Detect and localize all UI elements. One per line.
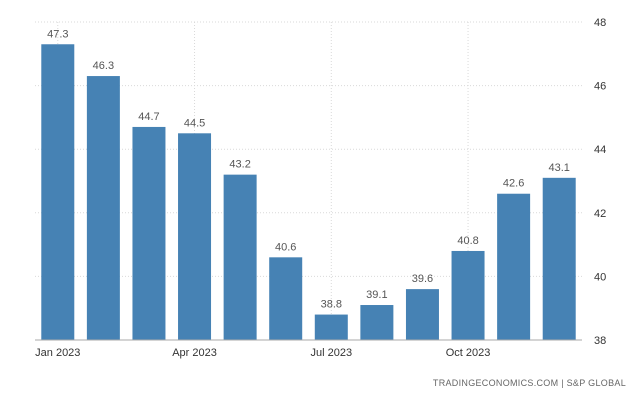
- source-credit: TRADINGECONOMICS.COM | S&P GLOBAL: [433, 378, 626, 388]
- y-tick-label: 38: [594, 335, 606, 347]
- y-tick-label: 46: [594, 81, 606, 93]
- data-label: 42.6: [503, 178, 524, 190]
- data-label: 44.7: [138, 111, 159, 123]
- bar-nov-2023: [497, 193, 531, 340]
- bar-mar-2023: [132, 126, 166, 340]
- data-labels: 47.3 46.3 44.7 44.5 43.2 40.6 38.8 39.1 39.6 40.8…: [47, 28, 570, 310]
- data-label: 43.2: [229, 159, 250, 171]
- data-label: 39.1: [366, 289, 387, 301]
- bar-jun-2023: [269, 257, 303, 340]
- data-label: 38.8: [321, 299, 342, 311]
- data-label: 46.3: [93, 60, 114, 72]
- y-tick-label: 48: [594, 17, 606, 29]
- axes: 38 40 42 44 46 48 Jan 2023 Apr 2023 Jul 2023 Oct …: [35, 17, 606, 359]
- data-label: 47.3: [47, 28, 68, 40]
- bar-sep-2023: [405, 289, 439, 340]
- bar-may-2023: [223, 174, 257, 340]
- data-label: 40.8: [457, 235, 478, 247]
- data-label: 44.5: [184, 117, 205, 129]
- bar-oct-2023: [451, 250, 485, 340]
- data-label: 39.6: [412, 273, 433, 285]
- y-tick-label: 44: [594, 144, 606, 156]
- bar-dec-2023: [542, 177, 576, 340]
- bar-jul-2023: [314, 314, 348, 340]
- bars: [41, 44, 576, 340]
- x-tick-label: Apr 2023: [172, 347, 217, 359]
- bar-feb-2023: [86, 76, 120, 340]
- x-tick-label: Oct 2023: [446, 347, 491, 359]
- data-label: 40.6: [275, 241, 296, 253]
- x-tick-label: Jan 2023: [35, 347, 80, 359]
- bar-apr-2023: [178, 133, 212, 340]
- bar-aug-2023: [360, 305, 394, 340]
- x-tick-label: Jul 2023: [310, 347, 352, 359]
- y-tick-label: 42: [594, 208, 606, 220]
- y-tick-label: 40: [594, 271, 606, 283]
- data-label: 43.1: [548, 162, 569, 174]
- bar-jan-2023: [41, 44, 75, 340]
